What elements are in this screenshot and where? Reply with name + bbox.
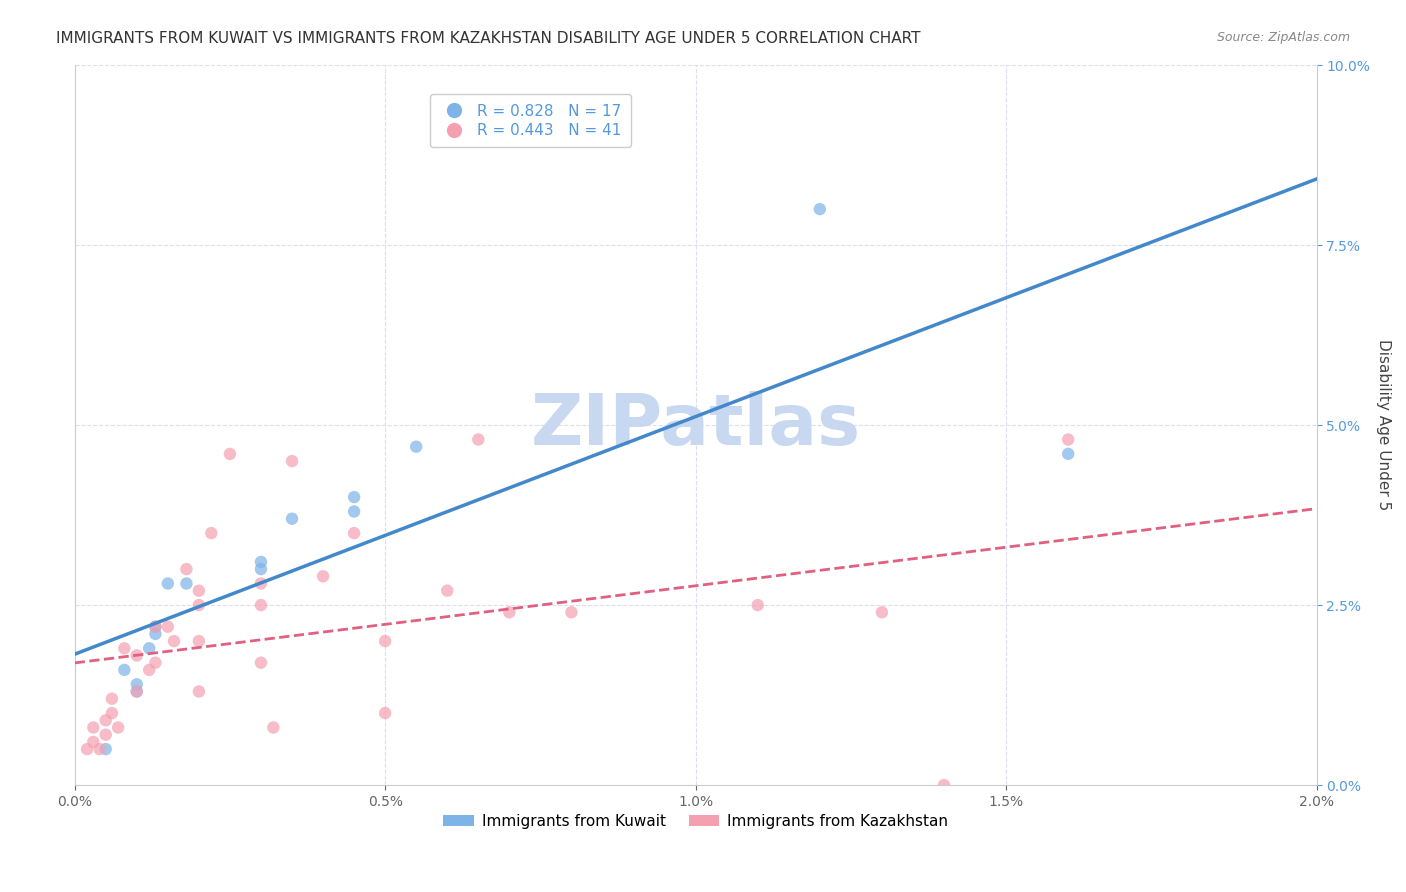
Point <box>156 576 179 591</box>
Point <box>312 569 335 583</box>
Point <box>176 576 198 591</box>
Point <box>176 562 198 576</box>
Legend: Immigrants from Kuwait, Immigrants from Kazakhstan: Immigrants from Kuwait, Immigrants from … <box>437 808 953 835</box>
Point <box>138 663 160 677</box>
Point <box>808 202 831 216</box>
Point <box>374 706 396 720</box>
Point <box>343 490 366 504</box>
Point <box>219 447 242 461</box>
Text: Source: ZipAtlas.com: Source: ZipAtlas.com <box>1216 31 1350 45</box>
Point <box>343 526 366 541</box>
Y-axis label: Disability Age Under 5: Disability Age Under 5 <box>1376 340 1391 511</box>
Point <box>156 620 179 634</box>
Point <box>498 605 520 619</box>
Point <box>101 691 124 706</box>
Point <box>94 728 117 742</box>
Point <box>125 677 148 691</box>
Point <box>187 684 209 698</box>
Point <box>145 620 167 634</box>
Point <box>405 440 427 454</box>
Point <box>560 605 582 619</box>
Point <box>281 454 304 468</box>
Point <box>145 620 167 634</box>
Point <box>187 583 209 598</box>
Point <box>200 526 222 541</box>
Point <box>94 742 117 756</box>
Point <box>262 721 284 735</box>
Point <box>125 648 148 663</box>
Point <box>163 634 186 648</box>
Point <box>138 641 160 656</box>
Point <box>76 742 98 756</box>
Point <box>82 721 104 735</box>
Point <box>281 511 304 525</box>
Point <box>932 778 955 792</box>
Point <box>112 641 135 656</box>
Point <box>374 634 396 648</box>
Point <box>89 742 111 756</box>
Point <box>250 656 273 670</box>
Point <box>145 656 167 670</box>
Point <box>125 684 148 698</box>
Point <box>250 598 273 612</box>
Point <box>94 714 117 728</box>
Point <box>107 721 129 735</box>
Point <box>82 735 104 749</box>
Point <box>187 598 209 612</box>
Point <box>436 583 458 598</box>
Point <box>250 576 273 591</box>
Point <box>145 627 167 641</box>
Point <box>343 504 366 518</box>
Point <box>1057 447 1080 461</box>
Point <box>250 562 273 576</box>
Text: IMMIGRANTS FROM KUWAIT VS IMMIGRANTS FROM KAZAKHSTAN DISABILITY AGE UNDER 5 CORR: IMMIGRANTS FROM KUWAIT VS IMMIGRANTS FRO… <box>56 31 921 46</box>
Point <box>112 663 135 677</box>
Point <box>467 433 489 447</box>
Point <box>870 605 893 619</box>
Point <box>125 684 148 698</box>
Point <box>250 555 273 569</box>
Point <box>187 634 209 648</box>
Point <box>1057 433 1080 447</box>
Point <box>101 706 124 720</box>
Text: ZIPatlas: ZIPatlas <box>530 391 860 459</box>
Point <box>747 598 769 612</box>
